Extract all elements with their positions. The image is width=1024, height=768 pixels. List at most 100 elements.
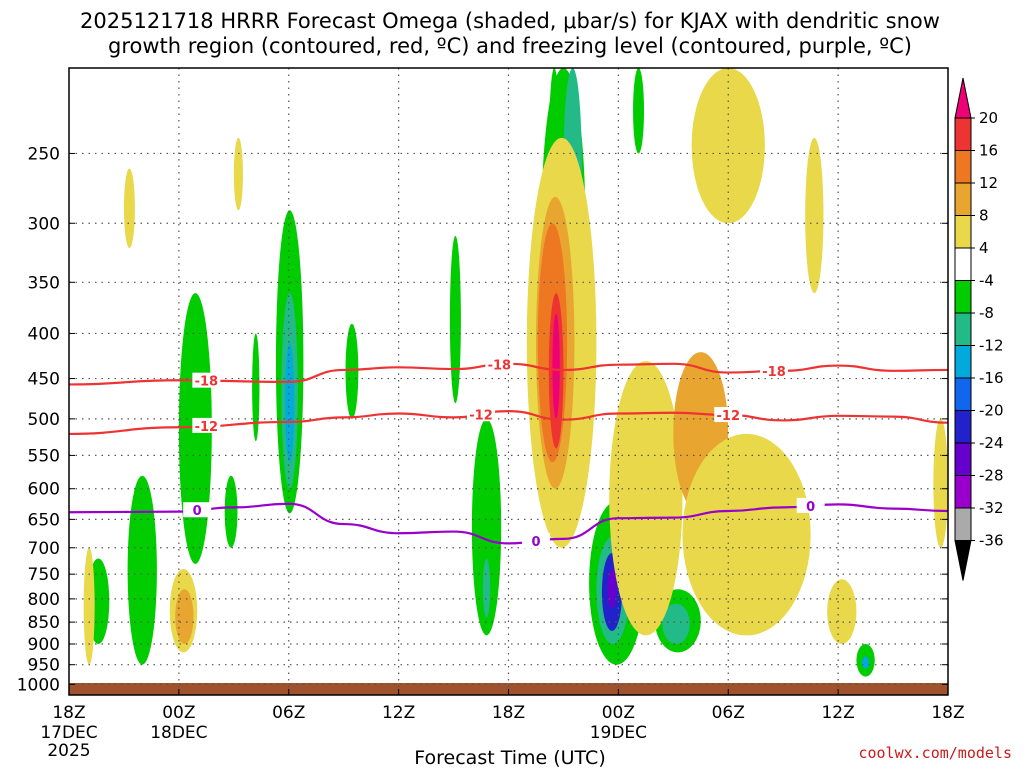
- x-tick-date: 19DEC: [590, 723, 647, 743]
- omega-shading-37: [123, 168, 135, 248]
- colorbar-segment: [954, 475, 972, 509]
- omega-shading-33: [682, 433, 811, 636]
- contour-line--12: [68, 410, 949, 436]
- colorbar-label: -24: [979, 434, 1004, 452]
- contour-label-bg: [760, 363, 789, 379]
- contour-label--18: -18: [488, 359, 512, 374]
- omega-shading-35: [805, 137, 824, 294]
- x-tick-label: 18Z: [931, 703, 964, 723]
- contour-line--18: [68, 362, 949, 386]
- contour-label-bg: [796, 497, 825, 513]
- contour-label-bg: [521, 533, 550, 549]
- contour-label-bg: [183, 502, 212, 518]
- contour-label--12: -12: [717, 409, 741, 424]
- y-tick-label: 950: [28, 656, 60, 676]
- colorbar-label: -36: [979, 532, 1004, 550]
- x-tick-label: 18Z: [492, 703, 525, 723]
- colorbar-bottom-arrow: [954, 540, 972, 581]
- colorbar-label: 8: [979, 207, 989, 225]
- y-axis-ticks: 2503003504004505005506006507007508008509…: [17, 144, 948, 695]
- colorbar-label: -4: [979, 272, 994, 290]
- x-tick-date: 17DEC: [40, 723, 97, 743]
- colorbar-segment: [954, 182, 972, 216]
- colorbar: 20 16 12 8 4 -4 -8 -12 -16 -20 -24 -28 -32 -36: [954, 77, 1004, 581]
- omega-shading-6: [285, 342, 295, 463]
- omega-shading-19: [662, 603, 690, 644]
- contour-layer: -18 -18 -18 -12 -12 -12 0 0 0: [68, 356, 949, 550]
- y-tick-label: 450: [28, 370, 60, 390]
- title-line-1: 2025121718 HRRR Forecast Omega (shaded, …: [80, 9, 940, 33]
- omega-shading-31: [609, 361, 683, 636]
- colorbar-segment: [954, 410, 972, 444]
- x-tick-year: 2025: [47, 741, 90, 761]
- y-tick-label: 500: [28, 410, 60, 430]
- contour-label-bg: [192, 417, 221, 433]
- omega-shading-39: [933, 418, 948, 548]
- y-tick-label: 300: [28, 214, 60, 234]
- y-tick-label: 850: [28, 613, 60, 633]
- omega-shading-36: [827, 579, 857, 644]
- omega-shading-11: [449, 235, 461, 404]
- colorbar-label: 4: [979, 239, 989, 257]
- y-tick-label: 900: [28, 635, 60, 655]
- contour-label--12: -12: [469, 408, 493, 423]
- colorbar-label: -12: [979, 337, 1004, 355]
- colorbar-segment: [954, 507, 972, 541]
- omega-shading-10: [482, 558, 491, 618]
- title-line-2: growth region (contoured, red, ºC) and f…: [108, 34, 912, 58]
- colorbar-segment: [954, 312, 972, 346]
- colorbar-label: -16: [979, 369, 1004, 387]
- omega-shading-3: [224, 475, 238, 548]
- colorbar-label: -20: [979, 402, 1004, 420]
- x-tick-label: 06Z: [272, 703, 305, 723]
- x-tick-label: 06Z: [712, 703, 745, 723]
- x-axis-label: Forecast Time (UTC): [414, 747, 605, 768]
- omega-shading-13: [633, 68, 645, 154]
- y-tick-label: 400: [28, 324, 60, 344]
- colorbar-segment: [954, 442, 972, 476]
- x-tick-label: 12Z: [821, 703, 854, 723]
- omega-shading-38: [233, 137, 243, 211]
- x-tick-label: 00Z: [162, 703, 195, 723]
- omega-shading-40: [83, 547, 95, 665]
- y-tick-label: 1000: [17, 675, 60, 695]
- contour-label-bg: [467, 406, 496, 422]
- y-tick-label: 650: [28, 510, 60, 530]
- contour-label-0: 0: [193, 504, 202, 519]
- colorbar-top-arrow: [954, 77, 972, 119]
- colorbar-label: 12: [979, 174, 998, 192]
- contour-label-bg: [192, 372, 221, 388]
- credit-text: coolwx.com/models: [858, 744, 1012, 762]
- x-tick-label: 18Z: [52, 703, 85, 723]
- colorbar-label: -28: [979, 467, 1004, 485]
- contour-label-0: 0: [806, 500, 815, 515]
- colorbar-segment: [954, 247, 972, 281]
- omega-shading-0: [127, 475, 157, 665]
- colorbar-segment: [954, 345, 972, 379]
- colorbar-label: 20: [979, 109, 998, 127]
- omega-shading-7: [252, 333, 260, 442]
- colorbar-label: -32: [979, 499, 1004, 517]
- colorbar-label: 16: [979, 142, 998, 160]
- y-tick-label: 350: [28, 273, 60, 293]
- y-tick-label: 550: [28, 446, 60, 466]
- y-tick-label: 600: [28, 480, 60, 500]
- colorbar-segment: [954, 150, 972, 184]
- colorbar-segment: [954, 377, 972, 411]
- y-tick-label: 800: [28, 590, 60, 610]
- omega-shading-34: [691, 68, 765, 224]
- contour-label--18: -18: [195, 375, 219, 390]
- contour-label--18: -18: [762, 365, 786, 380]
- contour-label-bg: [485, 356, 514, 372]
- omega-shading-25: [175, 589, 194, 644]
- omega-shading-17: [607, 569, 617, 609]
- x-tick-label: 00Z: [602, 703, 635, 723]
- y-tick-label: 700: [28, 539, 60, 559]
- x-tick-date: 18DEC: [150, 723, 207, 743]
- colorbar-segment: [954, 280, 972, 314]
- contour-label--12: -12: [195, 420, 219, 435]
- colorbar-label: -8: [979, 304, 994, 322]
- y-tick-label: 250: [28, 144, 60, 164]
